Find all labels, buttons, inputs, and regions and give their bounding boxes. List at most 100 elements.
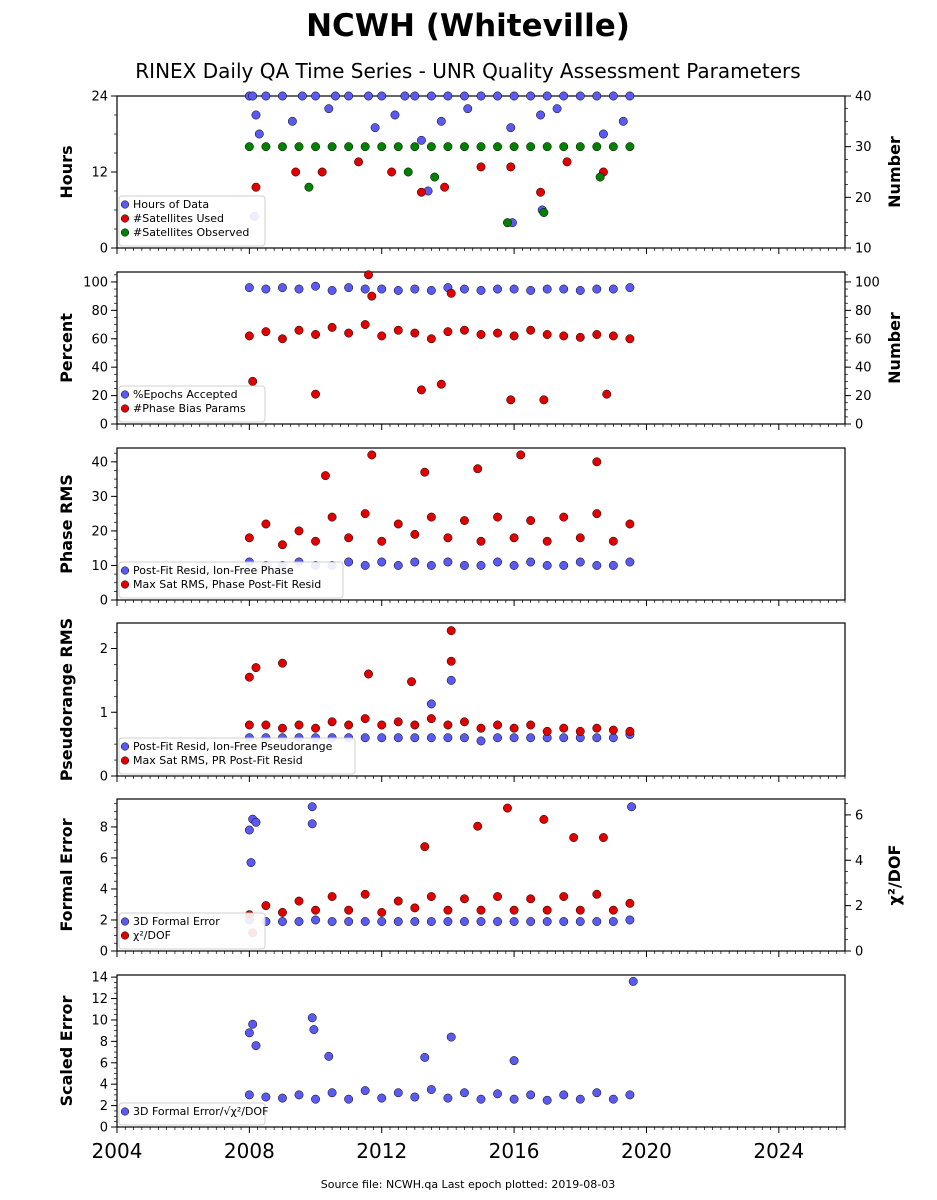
point-blue bbox=[476, 917, 486, 926]
point-blue bbox=[344, 557, 354, 567]
y-right-tick-label: 20 bbox=[855, 389, 872, 404]
point-blue bbox=[575, 917, 585, 926]
point-red bbox=[559, 331, 569, 341]
point-blue bbox=[344, 917, 354, 926]
point-red bbox=[473, 821, 483, 831]
point-green bbox=[575, 142, 585, 152]
point-red bbox=[327, 512, 337, 522]
point-blue bbox=[493, 917, 502, 926]
point-blue bbox=[360, 1086, 370, 1096]
y-tick-label: 0 bbox=[100, 594, 108, 609]
point-green bbox=[430, 172, 440, 182]
point-blue bbox=[278, 283, 287, 293]
point-red bbox=[416, 187, 426, 197]
point-red bbox=[420, 842, 430, 852]
legend-box bbox=[118, 195, 266, 247]
point-red bbox=[377, 907, 387, 917]
x-tick-label: 2016 bbox=[489, 1139, 540, 1163]
y-tick-label: 10 bbox=[91, 559, 108, 574]
point-blue bbox=[542, 91, 552, 101]
point-blue bbox=[278, 917, 287, 926]
point-red bbox=[443, 905, 453, 915]
point-blue bbox=[327, 1088, 337, 1098]
point-red bbox=[410, 903, 420, 913]
point-blue bbox=[526, 1090, 536, 1100]
point-blue bbox=[311, 915, 320, 925]
point-blue bbox=[559, 561, 569, 570]
point-red bbox=[542, 905, 552, 915]
point-blue bbox=[476, 736, 486, 746]
point-red bbox=[360, 320, 370, 330]
y-tick-label: 10 bbox=[91, 1013, 108, 1028]
y-tick-label: 24 bbox=[91, 90, 108, 105]
point-red bbox=[311, 723, 320, 733]
y-tick-label: 0 bbox=[100, 770, 108, 785]
point-red bbox=[311, 905, 320, 915]
point-blue bbox=[254, 129, 264, 139]
point-red bbox=[542, 726, 552, 736]
point-blue bbox=[460, 1088, 469, 1098]
legend-label: #Satellites Used bbox=[133, 212, 224, 225]
point-red bbox=[321, 471, 330, 481]
panel-percent: 0 20 40 60 80 100 0 20 40 60 80 100 Number Percent %Ep… bbox=[57, 270, 904, 433]
point-red bbox=[509, 723, 519, 733]
legend-label: 3D Formal Error/√χ²/DOF bbox=[133, 1105, 268, 1118]
point-blue bbox=[377, 284, 387, 294]
y-right-axis-label: Number bbox=[885, 312, 904, 384]
legend-marker bbox=[120, 228, 130, 237]
point-blue bbox=[377, 91, 387, 101]
point-blue bbox=[625, 283, 635, 293]
x-tick-label: 2008 bbox=[224, 1139, 275, 1163]
point-blue bbox=[364, 91, 373, 101]
point-red bbox=[443, 327, 453, 337]
point-green bbox=[344, 142, 354, 152]
point-red bbox=[460, 325, 469, 335]
y-axis-label: Pseudorange RMS bbox=[57, 618, 76, 781]
y-tick-label: 0 bbox=[100, 1121, 108, 1136]
y-axis-label: Formal Error bbox=[57, 818, 76, 931]
panel-pseudorange: 0 1 2 Pseudorange RMS Post-Fit Resid, Ion-Fr… bbox=[57, 618, 846, 785]
point-red bbox=[364, 270, 373, 280]
point-red bbox=[608, 536, 618, 546]
point-red bbox=[506, 162, 516, 172]
point-blue bbox=[246, 858, 256, 868]
point-red bbox=[311, 389, 320, 399]
point-blue bbox=[307, 1013, 317, 1023]
point-blue bbox=[476, 286, 486, 295]
point-red bbox=[592, 509, 602, 519]
point-blue bbox=[625, 915, 635, 925]
point-green bbox=[403, 167, 413, 177]
point-red bbox=[410, 529, 420, 539]
point-blue bbox=[410, 557, 420, 567]
point-blue bbox=[244, 1028, 254, 1038]
point-blue bbox=[559, 917, 569, 926]
y-right-tick-label: 40 bbox=[855, 90, 872, 105]
point-red bbox=[506, 395, 516, 405]
y-axis-label: Percent bbox=[57, 313, 76, 383]
point-blue bbox=[360, 284, 370, 294]
legend-label: Post-Fit Resid, Ion-Free Phase bbox=[133, 564, 294, 577]
point-red bbox=[311, 536, 320, 546]
y-right-tick-label: 80 bbox=[855, 304, 872, 319]
point-red bbox=[344, 720, 354, 730]
point-blue bbox=[344, 1094, 354, 1104]
y-tick-label: 2 bbox=[100, 642, 108, 657]
point-blue bbox=[426, 561, 436, 570]
point-red bbox=[311, 330, 320, 339]
point-red bbox=[503, 803, 512, 813]
point-blue bbox=[592, 284, 602, 294]
point-red bbox=[278, 540, 287, 550]
point-blue bbox=[443, 1093, 453, 1103]
point-blue bbox=[506, 123, 516, 133]
legend-marker bbox=[120, 917, 130, 926]
point-green bbox=[360, 142, 370, 152]
point-blue bbox=[509, 284, 519, 294]
point-blue bbox=[493, 91, 502, 101]
point-red bbox=[426, 892, 436, 902]
y-tick-label: 6 bbox=[100, 851, 108, 866]
figure-title: NCWH (Whiteville) bbox=[306, 8, 630, 44]
point-blue bbox=[618, 116, 628, 126]
x-tick-label: 2012 bbox=[356, 1139, 407, 1163]
x-tick-label: 2024 bbox=[753, 1139, 804, 1163]
